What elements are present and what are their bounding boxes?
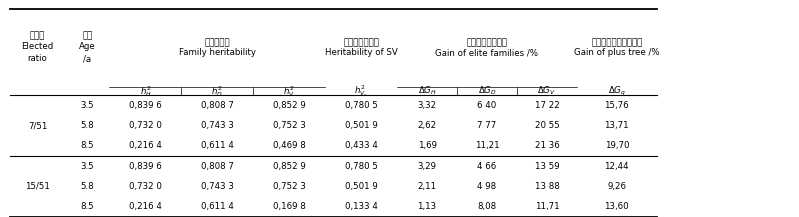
Text: 19,70: 19,70 [605,141,629,150]
Text: $h^2_{V}$: $h^2_{V}$ [284,84,295,99]
Text: 0,839 6: 0,839 6 [129,162,161,171]
Text: 0,852 9: 0,852 9 [273,101,305,110]
Text: 4 98: 4 98 [478,182,496,191]
Text: 13,71: 13,71 [605,121,629,130]
Text: 21 36: 21 36 [535,141,559,150]
Text: 8.5: 8.5 [81,141,94,150]
Text: 3,32: 3,32 [418,101,436,110]
Text: 0,808 7: 0,808 7 [201,101,234,110]
Text: 0,780 5: 0,780 5 [344,101,378,110]
Text: 12,44: 12,44 [605,162,629,171]
Text: 7 77: 7 77 [477,121,497,130]
Text: Gain of plus tree /%: Gain of plus tree /% [574,48,660,57]
Text: 8,08: 8,08 [478,202,496,211]
Text: 0,169 8: 0,169 8 [273,202,305,211]
Text: 0,133 4: 0,133 4 [344,202,378,211]
Text: 0,469 8: 0,469 8 [273,141,305,150]
Text: 5.8: 5.8 [81,121,94,130]
Text: 11,71: 11,71 [535,202,559,211]
Text: Elected: Elected [22,42,54,51]
Text: 0,808 7: 0,808 7 [201,162,234,171]
Text: 0,752 3: 0,752 3 [272,121,306,130]
Text: $\Delta G_{D}$: $\Delta G_{D}$ [478,85,496,97]
Text: 林龄: 林龄 [82,31,93,40]
Text: 优良家系产接音树遗言: 优良家系产接音树遗言 [591,38,642,48]
Text: 0,743 3: 0,743 3 [201,182,234,191]
Text: 0,752 3: 0,752 3 [272,182,306,191]
Text: 17 22: 17 22 [535,101,559,110]
Text: 15,76: 15,76 [605,101,629,110]
Text: Age: Age [79,42,96,51]
Text: 0,611 4: 0,611 4 [201,141,234,150]
Text: $h^2_{D}$: $h^2_{D}$ [212,84,223,99]
Text: 0,852 9: 0,852 9 [273,162,305,171]
Text: 0,732 0: 0,732 0 [129,182,162,191]
Text: 优良家系对抗遗言: 优良家系对抗遗言 [467,38,507,48]
Text: 0,743 3: 0,743 3 [201,121,234,130]
Text: Gain of elite families /%: Gain of elite families /% [435,48,539,57]
Text: 0,216 4: 0,216 4 [129,202,162,211]
Text: 3,29: 3,29 [418,162,436,171]
Text: 入选率: 入选率 [30,31,46,40]
Text: 0,839 6: 0,839 6 [129,101,161,110]
Text: 0,732 0: 0,732 0 [129,121,162,130]
Text: $\Delta G_{V}$: $\Delta G_{V}$ [538,85,556,97]
Text: 家系遗传力: 家系遗传力 [205,38,230,48]
Text: /a: /a [83,54,92,63]
Text: 1,69: 1,69 [418,141,436,150]
Text: 1,13: 1,13 [418,202,436,211]
Text: 0,216 4: 0,216 4 [129,141,162,150]
Text: 2,11: 2,11 [418,182,436,191]
Text: $h^2_{V_s}$: $h^2_{V_s}$ [354,83,368,99]
Text: 6 40: 6 40 [477,101,497,110]
Text: 11,21: 11,21 [475,141,499,150]
Text: 3.5: 3.5 [81,101,94,110]
Text: 15/51: 15/51 [25,182,50,191]
Text: 13 59: 13 59 [535,162,559,171]
Text: $\Delta G_{q}$: $\Delta G_{q}$ [608,85,626,98]
Text: 单株育种遗传力: 单株育种遗传力 [344,38,379,48]
Text: 7/51: 7/51 [28,121,47,130]
Text: 2,62: 2,62 [418,121,436,130]
Text: 0,780 5: 0,780 5 [344,162,378,171]
Text: 13 88: 13 88 [535,182,559,191]
Text: Family heritability: Family heritability [179,48,256,57]
Text: 20 55: 20 55 [535,121,559,130]
Text: 4 66: 4 66 [477,162,497,171]
Text: 5.8: 5.8 [81,182,94,191]
Text: 0,501 9: 0,501 9 [345,182,377,191]
Text: 13,60: 13,60 [605,202,629,211]
Text: $h^2_{H}$: $h^2_{H}$ [140,84,151,99]
Text: 0,501 9: 0,501 9 [345,121,377,130]
Text: 3.5: 3.5 [81,162,94,171]
Text: 0,433 4: 0,433 4 [344,141,378,150]
Text: 9,26: 9,26 [607,182,626,191]
Text: 0,611 4: 0,611 4 [201,202,234,211]
Text: Heritability of SV: Heritability of SV [324,48,398,57]
Text: $\Delta G_{H}$: $\Delta G_{H}$ [418,85,436,97]
Text: 8.5: 8.5 [81,202,94,211]
Text: ratio: ratio [28,54,47,63]
